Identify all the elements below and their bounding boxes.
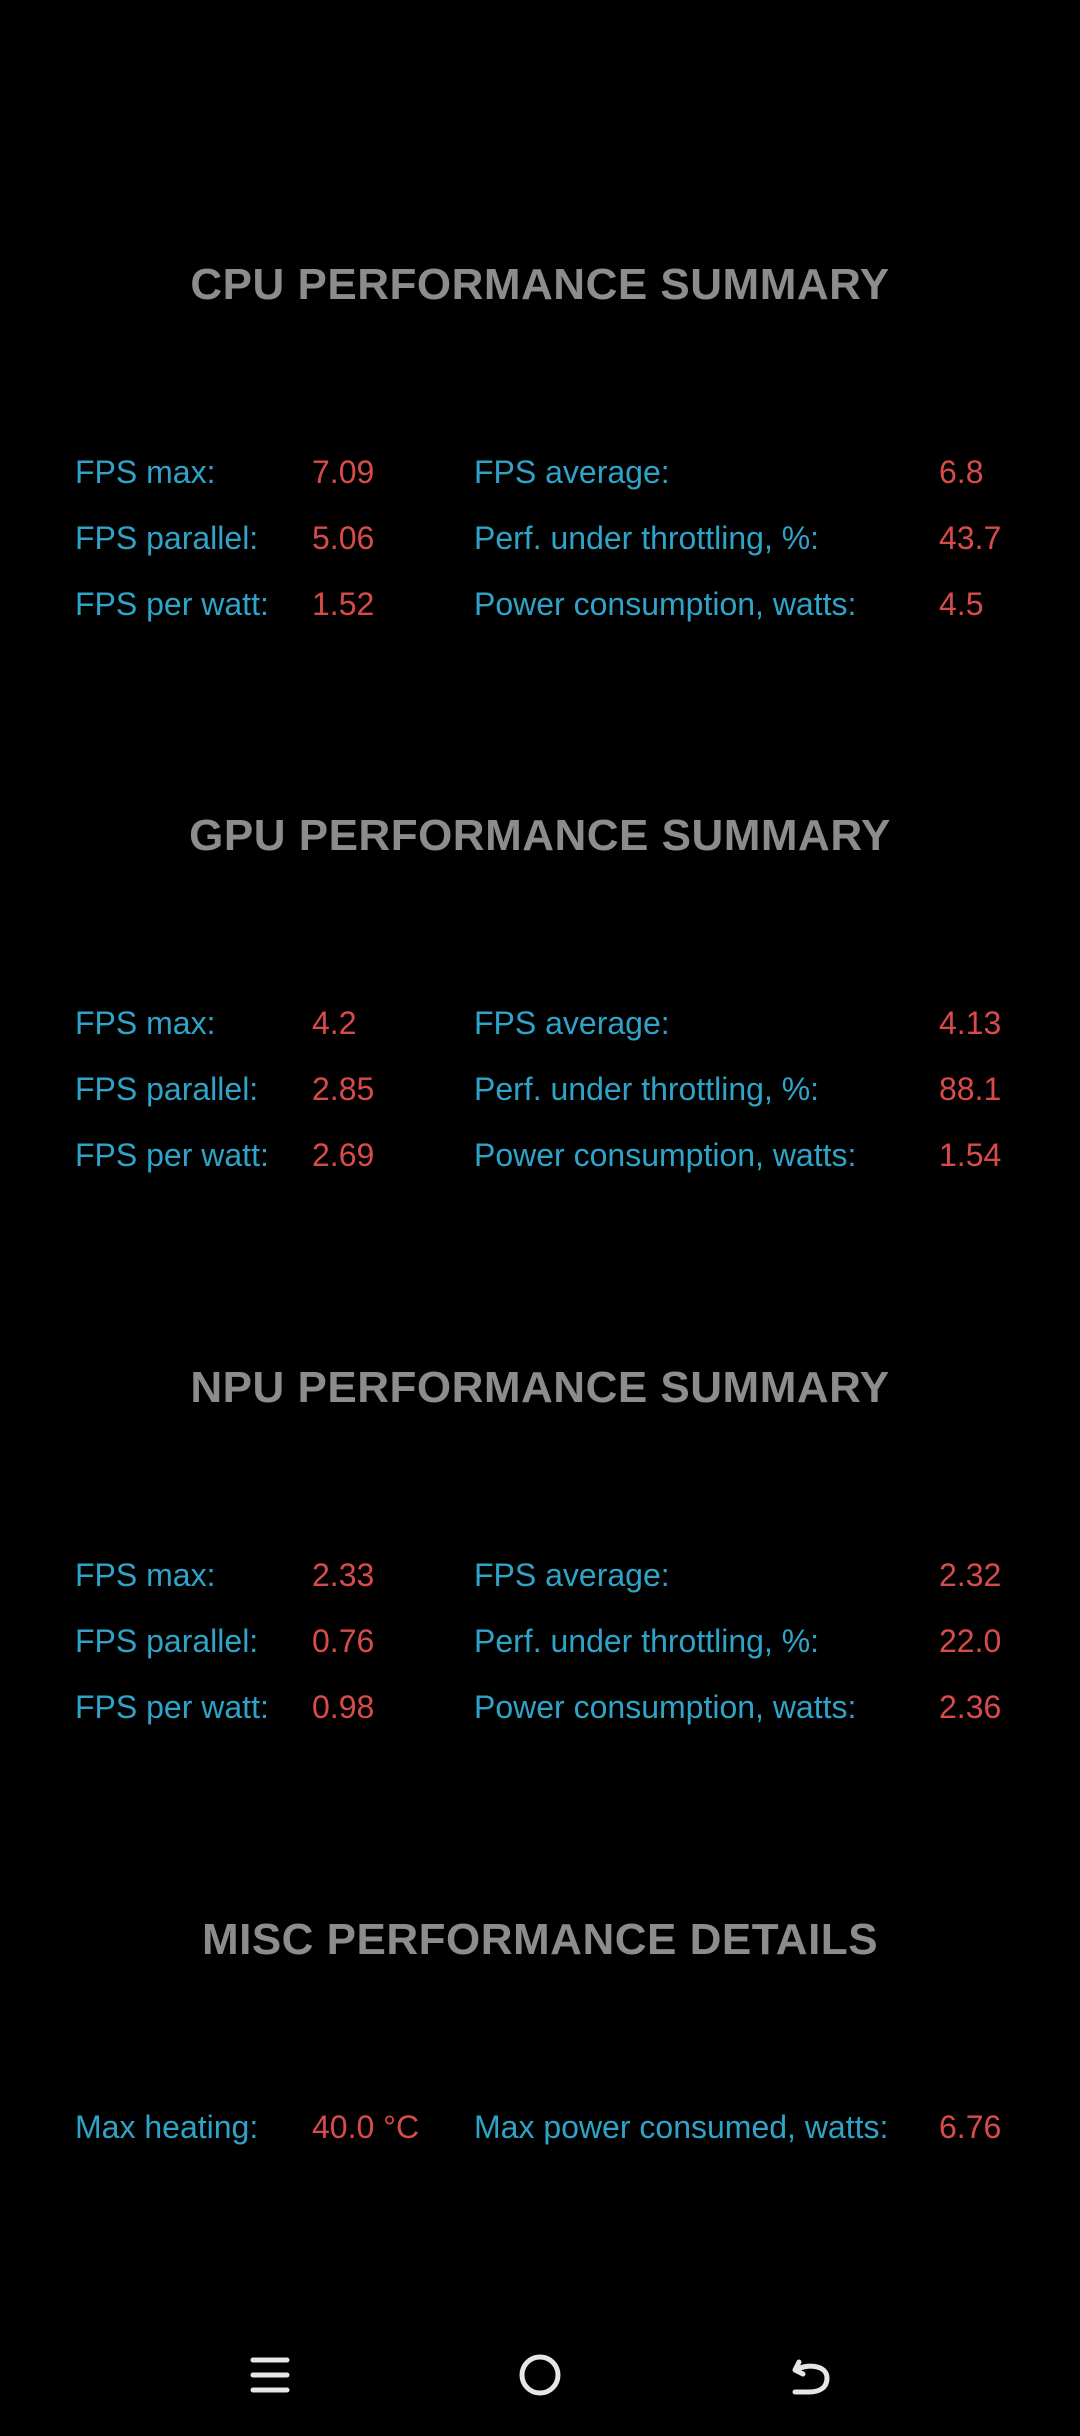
power-consumption-label: Power consumption, watts: (474, 586, 857, 622)
fps-parallel-value: 0.76 (312, 1623, 375, 1659)
perf-throttling-label: Perf. under throttling, %: (474, 520, 820, 556)
fps-parallel-value: 2.85 (312, 1071, 375, 1107)
fps-average-label: FPS average: (474, 454, 670, 490)
fps-max-value: 7.09 (312, 454, 375, 490)
home-circle-icon (519, 2354, 561, 2396)
perf-throttling-value: 22.0 (939, 1623, 1002, 1659)
navigation-bar (0, 2330, 1080, 2420)
fps-max-label: FPS max: (75, 1557, 216, 1593)
fps-per-watt-label: FPS per watt: (75, 1689, 269, 1725)
fps-max-label: FPS max: (75, 1005, 216, 1041)
fps-parallel-label: FPS parallel: (75, 1071, 259, 1107)
section-title: GPU PERFORMANCE SUMMARY (189, 811, 891, 860)
fps-per-watt-label: FPS per watt: (75, 586, 269, 622)
section-title: NPU PERFORMANCE SUMMARY (190, 1363, 890, 1412)
power-consumption-label: Power consumption, watts: (474, 1137, 857, 1173)
perf-throttling-label: Perf. under throttling, %: (474, 1623, 820, 1659)
fps-per-watt-value: 0.98 (312, 1689, 375, 1725)
section-title: MISC PERFORMANCE DETAILS (201, 1915, 879, 1964)
fps-parallel-label: FPS parallel: (75, 1623, 259, 1659)
fps-max-value: 4.2 (312, 1005, 357, 1041)
power-consumption-value: 4.5 (939, 586, 984, 622)
back-arrow-icon (792, 2359, 830, 2395)
power-consumption-value: 1.54 (939, 1137, 1002, 1173)
fps-average-label: FPS average: (474, 1557, 670, 1593)
home-button[interactable] (505, 2340, 575, 2410)
fps-average-label: FPS average: (474, 1005, 670, 1041)
menu-icon (250, 2357, 290, 2393)
power-consumption-label: Power consumption, watts: (474, 1689, 857, 1725)
max-power-consumed-label: Max power consumed, watts: (474, 2109, 889, 2145)
max-heating-value: 40.0 °C (312, 2109, 420, 2145)
fps-max-value: 2.33 (312, 1557, 375, 1593)
fps-per-watt-label: FPS per watt: (75, 1137, 269, 1173)
fps-average-value: 4.13 (939, 1005, 1002, 1041)
recents-button[interactable] (235, 2340, 305, 2410)
perf-throttling-label: Perf. under throttling, %: (474, 1071, 820, 1107)
power-consumption-value: 2.36 (939, 1689, 1002, 1725)
fps-per-watt-value: 2.69 (312, 1137, 375, 1173)
fps-parallel-value: 5.06 (312, 520, 375, 556)
fps-parallel-label: FPS parallel: (75, 520, 259, 556)
perf-throttling-value: 43.7 (939, 520, 1002, 556)
fps-average-value: 6.8 (939, 454, 984, 490)
fps-average-value: 2.32 (939, 1557, 1002, 1593)
section-title: CPU PERFORMANCE SUMMARY (190, 260, 890, 309)
max-power-consumed-value: 6.76 (939, 2109, 1002, 2145)
back-button[interactable] (775, 2340, 845, 2410)
fps-per-watt-value: 1.52 (312, 586, 375, 622)
max-heating-label: Max heating: (75, 2109, 259, 2145)
perf-throttling-value: 88.1 (939, 1071, 1002, 1107)
fps-max-label: FPS max: (75, 454, 216, 490)
